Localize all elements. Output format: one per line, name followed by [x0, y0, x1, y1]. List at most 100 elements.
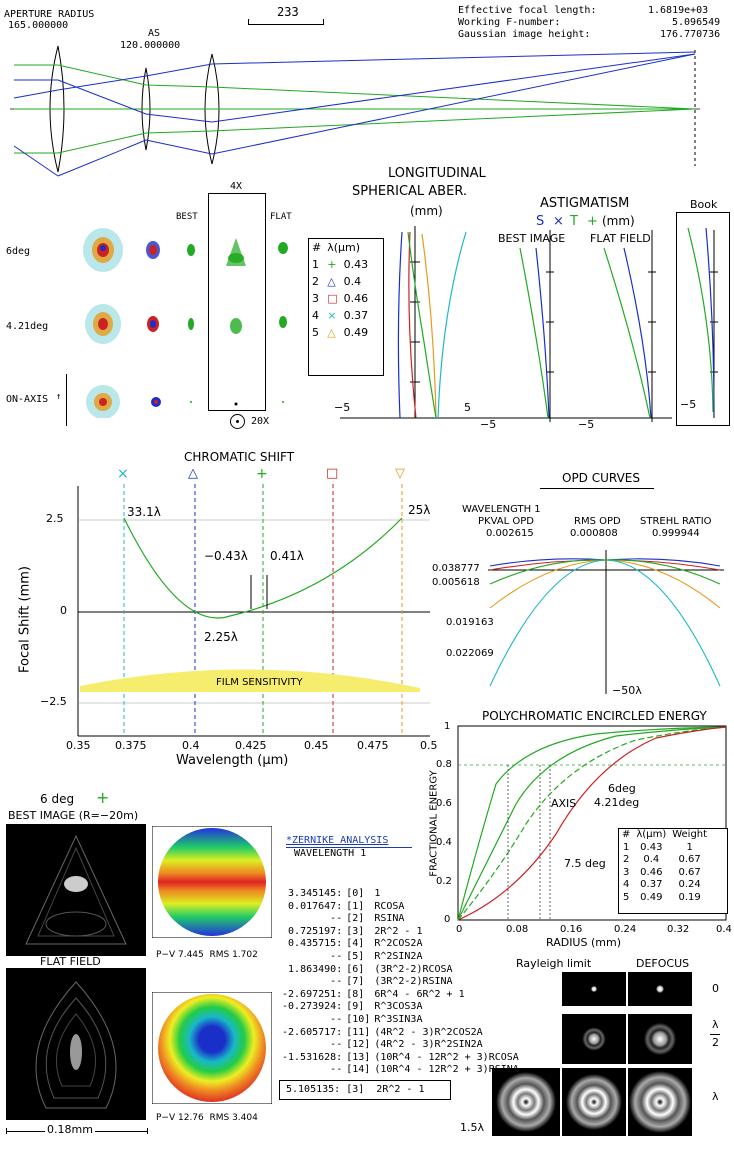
zernike-term: (3R^2-2)RSINA	[374, 976, 453, 988]
lsa-curve-043	[407, 231, 437, 419]
zernike-index: [12]	[346, 1039, 371, 1051]
energy-label-75deg: 7.5 deg	[564, 857, 606, 870]
chromatic-marker-046: □	[326, 466, 339, 481]
zernike-term: (3R^2-2)RCOSA	[374, 963, 453, 975]
gih-value: 176.770736	[660, 29, 721, 40]
zernike-row: 1.863490: [6] (3R^2-2)RCOSA	[280, 964, 521, 977]
legend-sym: ×	[327, 309, 337, 322]
film-sensitivity-label: FILM SENSITIVITY	[216, 677, 303, 688]
energy-label-6deg: 6deg	[608, 782, 636, 795]
weight-cell: 1	[623, 841, 630, 853]
zernike-index: [10]	[346, 1013, 371, 1025]
zernike-title-link[interactable]: *ZERNIKE ANALYSIS	[286, 835, 389, 846]
legend-sym: +	[327, 258, 337, 271]
zernike-term: RSINA	[374, 913, 405, 925]
zernike-term: (4R^2 - 3)R^2COS2A	[374, 1026, 483, 1038]
zernike-coef: --	[330, 1039, 343, 1051]
psf-best-label: BEST IMAGE (R=−20m)	[8, 809, 139, 822]
zernike-index: [7]	[346, 976, 365, 988]
zernike-index: [0]	[346, 888, 365, 899]
chromatic-xtick: 0.425	[235, 739, 267, 752]
chromatic-title: CHROMATIC SHIFT	[184, 450, 295, 464]
chromatic-ytick-25: 2.5	[46, 512, 64, 525]
zernike-table: 3.345145: [0] 1 0.017647: [1] RCOSA -- [2] RSI…	[280, 888, 521, 1077]
zernike-term: 2R^2 - 1	[374, 925, 423, 937]
zernike-row: -- [10] R^3SIN3A	[280, 1014, 521, 1027]
energy-title: POLYCHROMATIC ENCIRCLED ENERGY	[482, 709, 707, 723]
defocus-row-half-den: 2	[712, 1036, 719, 1049]
opd-rms-value: 0.000808	[570, 528, 618, 539]
lsa-plot	[340, 226, 490, 419]
weight-cell: 0.19	[678, 891, 701, 903]
zernike-index: [9]	[346, 1001, 365, 1013]
zernike-index: [2]	[346, 913, 365, 925]
zoom-dot	[236, 420, 239, 423]
as-value: 120.000000	[120, 40, 181, 51]
weight-header: #	[622, 829, 631, 840]
astig-t: T	[570, 214, 578, 229]
zernike-rule	[286, 847, 412, 848]
defocus-row-lambda: λ	[712, 1090, 719, 1103]
psf-field-sym: +	[96, 788, 110, 807]
legend-wl: 0.49	[343, 326, 369, 339]
chromatic-marker-049: ▽	[395, 466, 405, 481]
axis-bar	[66, 374, 67, 426]
zernike-coef: 1.863490:	[288, 963, 343, 975]
opd-rms-label: RMS OPD	[574, 516, 621, 527]
zernike-row: 0.725197: [3] 2R^2 - 1	[280, 926, 521, 939]
weight-cell: 2	[623, 854, 630, 865]
zoom-label: 20X	[251, 416, 270, 427]
astig-flat-xmin: −5	[578, 418, 595, 431]
lsa-title-2: SPHERICAL ABER.	[352, 184, 468, 199]
lsa-curve-037	[437, 231, 467, 419]
zernike-row: -- [14] (10R^4 - 12R^2 + 3)RSINA	[280, 1064, 521, 1077]
spot-diagrams	[83, 228, 288, 418]
lens-ray-diagram	[10, 45, 700, 177]
lsa-unit: (mm)	[410, 204, 443, 218]
astig-x: ×	[553, 214, 564, 229]
axis-marker: ↑	[56, 392, 62, 402]
efl-label: Effective focal length:	[458, 5, 597, 16]
legend-wl: 0.46	[343, 292, 369, 305]
gih-label: Gaussian image height:	[458, 29, 591, 40]
zernike-coef: 0.017647:	[288, 900, 343, 912]
legend-sym: □	[327, 292, 338, 305]
rays-axis	[14, 64, 696, 154]
weight-cell: 0.67	[678, 854, 701, 865]
chromatic-xtick: 0.375	[115, 739, 147, 752]
astig-book-box	[676, 212, 730, 426]
astig-unit: (mm)	[602, 214, 635, 228]
energy-xtick: 0.32	[667, 924, 690, 935]
legend-n: 2	[312, 275, 319, 288]
energy-xtick: 0	[456, 924, 463, 935]
aperture-radius-value: 165.000000	[8, 20, 69, 31]
zernike-term: 6R^4 - 6R^2 + 1	[374, 988, 465, 1000]
wavefront-map-bottom	[152, 992, 272, 1104]
astig-best-xmin: −5	[480, 418, 497, 431]
zoom-icon	[230, 414, 245, 429]
legend-n: 5	[312, 326, 319, 339]
chromatic-marker-037: ×	[117, 466, 129, 482]
weight-cell: 4	[623, 879, 630, 890]
weight-cell: 0.4	[643, 854, 660, 865]
legend-sym: △	[327, 275, 336, 288]
energy-xtick: 0.4	[716, 924, 732, 935]
wavelength-markers	[123, 484, 403, 736]
opd-strehl-label: STREHL RATIO	[640, 516, 712, 527]
chromatic-ylabel: Focal Shift (mm)	[17, 566, 33, 673]
chromatic-marker-040: △	[188, 466, 198, 481]
lsa-curve-049	[421, 233, 437, 419]
zernike-index: [8]	[346, 988, 365, 1000]
weight-cell: 0.24	[678, 879, 701, 890]
zernike-coef: --	[330, 1013, 343, 1025]
spots-4x-box	[208, 193, 266, 411]
chromatic-xtick: 0.4	[182, 739, 200, 752]
wavefront-bottom-stats: P−V 12.76 RMS 3.404	[156, 1113, 258, 1123]
weight-header: Weight	[672, 829, 708, 840]
astig-plus: +	[587, 214, 598, 229]
chromatic-ann-left: 33.1λ	[127, 505, 161, 519]
defocus-row-15lambda: 1.5λ	[460, 1121, 485, 1134]
energy-label-421deg: 4.21deg	[594, 796, 640, 809]
scale-bar	[248, 19, 324, 25]
weight-cell: 5	[623, 891, 630, 903]
